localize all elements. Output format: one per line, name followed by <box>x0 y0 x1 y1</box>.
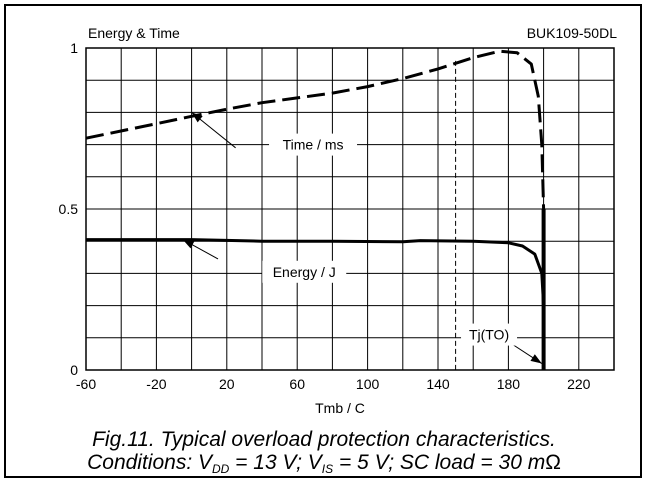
energy-curve <box>86 238 546 370</box>
energy-annotation-label-background <box>262 260 347 283</box>
chart-title: Energy & Time <box>88 25 180 41</box>
ohm-symbol: Ω <box>545 451 561 474</box>
caption-line1: Fig.11. Typical overload protection char… <box>92 428 556 451</box>
part-number: BUK109-50DL <box>527 25 617 41</box>
vis-value: = 5 V; SC load = 30 m <box>333 451 546 474</box>
y-tick-label: 1 <box>70 40 78 56</box>
x-tick-label: -20 <box>146 376 166 392</box>
vdd-subscript: DD <box>212 462 230 476</box>
series-layer <box>85 49 546 370</box>
time-annotation-arrowhead <box>191 112 203 123</box>
x-tick-label: 220 <box>567 376 591 392</box>
energy-annotation-label: Energy / J <box>273 264 336 280</box>
time-curve <box>85 49 546 370</box>
x-tick-label: 180 <box>497 376 521 392</box>
vdd-value: = 13 V; V <box>229 451 322 474</box>
plot-border <box>85 47 615 371</box>
x-tick-label: -60 <box>76 376 96 392</box>
tj-annotation-label-background <box>461 323 518 346</box>
y-tick-label: 0 <box>70 362 78 378</box>
tj-annotation-label: Tj(TO) <box>469 327 509 343</box>
annotations: Time / ms Energy / J Tj(TO) <box>182 112 543 364</box>
figure-caption-title: Fig.11. Typical overload protection char… <box>0 428 648 452</box>
x-tick-label: 100 <box>356 376 380 392</box>
y-tick-label: 0.5 <box>59 201 79 217</box>
x-tick-label: 140 <box>426 376 450 392</box>
energy-annotation-arrowhead <box>182 239 195 249</box>
tick-labels: -60 -20 20 60 100 140 180 220 0 0.5 1 <box>59 40 591 392</box>
time-annotation-label: Time / ms <box>283 137 344 153</box>
overload-chart: -60 -20 20 60 100 140 180 220 0 0.5 1 Time / ms Ene… <box>59 25 618 416</box>
x-tick-label: 20 <box>219 376 235 392</box>
time-annotation-label-background <box>269 133 358 156</box>
x-axis-label: Tmb / C <box>315 400 365 416</box>
figure-caption-conditions: Conditions: VDD = 13 V; VIS = 5 V; SC lo… <box>0 451 648 481</box>
grid <box>85 47 615 371</box>
caption-prefix: Conditions: V <box>87 451 212 474</box>
tj-annotation-arrowhead <box>530 354 542 364</box>
x-tick-label: 60 <box>289 376 305 392</box>
vis-subscript: IS <box>321 462 334 476</box>
